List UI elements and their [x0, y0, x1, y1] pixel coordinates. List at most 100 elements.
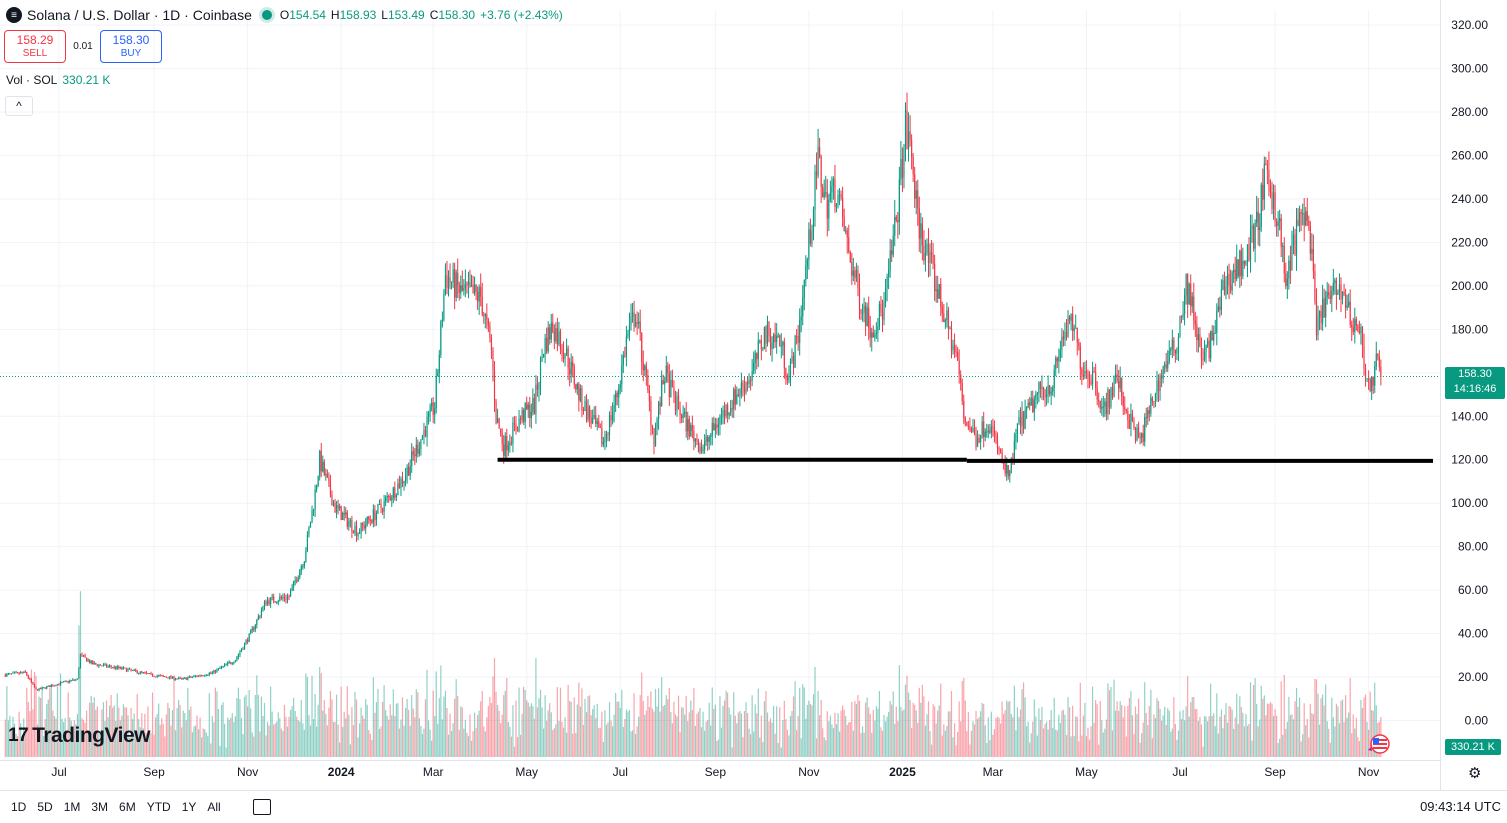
candle-body — [958, 360, 960, 375]
symbol-title[interactable]: Solana / U.S. Dollar · 1D · Coinbase — [27, 7, 252, 23]
candle-body — [999, 449, 1002, 452]
candle-body — [590, 417, 592, 424]
candle-body — [1062, 336, 1065, 340]
volume-bar — [414, 717, 416, 757]
gear-icon[interactable]: ⚙ — [1468, 765, 1482, 782]
buy-button[interactable]: 158.30 BUY — [100, 30, 162, 63]
candle-body — [1340, 284, 1342, 300]
candle-body — [1320, 310, 1322, 324]
timeframe-ytd[interactable]: YTD — [146, 800, 171, 814]
candle-body — [127, 669, 129, 672]
candle-body — [710, 435, 712, 437]
volume-bar — [395, 703, 397, 757]
timeframe-6m[interactable]: 6M — [119, 800, 136, 814]
volume-bar — [1073, 735, 1075, 757]
timeframe-all[interactable]: All — [207, 800, 221, 814]
candle-body — [1219, 306, 1221, 310]
sell-button[interactable]: 158.29 SELL — [4, 30, 66, 63]
volume-bar — [541, 707, 543, 757]
candle-body — [737, 394, 739, 396]
volume-bar — [469, 714, 471, 757]
candle-body — [976, 437, 979, 447]
volume-bar — [1355, 717, 1357, 757]
candle-body — [1068, 316, 1071, 321]
candle-body — [943, 313, 945, 323]
candle-body — [1280, 218, 1282, 247]
volume-bar — [679, 732, 681, 757]
volume-bar — [392, 689, 394, 757]
candle-body — [1234, 269, 1236, 279]
candle-body — [320, 451, 322, 472]
candle-body — [38, 688, 40, 691]
tradingview-logo[interactable]: 17 TradingView — [8, 724, 150, 748]
candle-body — [1371, 377, 1373, 391]
candle-body — [7, 673, 9, 675]
candle-body — [676, 395, 678, 411]
candle-body — [122, 667, 125, 670]
timeframe-1d[interactable]: 1D — [11, 800, 27, 814]
time-axis[interactable]: Jul Sep Nov 2024 Mar May Jul Sep Nov 2025 Mar May Ju… — [0, 760, 1440, 780]
candle-body — [1096, 387, 1098, 400]
candle-body — [1019, 416, 1022, 426]
candle-body — [452, 269, 454, 283]
candle-body — [1274, 192, 1276, 222]
volume-legend[interactable]: Vol · SOL 330.21 K — [6, 73, 110, 87]
volume-bar — [1039, 720, 1042, 757]
timeframe-5d[interactable]: 5D — [37, 800, 53, 814]
candle-body — [427, 412, 430, 417]
timeframe-1m[interactable]: 1M — [63, 800, 81, 814]
volume-bar — [506, 678, 508, 757]
volume-bar — [178, 700, 180, 757]
volume-bar — [305, 673, 307, 757]
volume-bar — [1252, 684, 1255, 757]
volume-bar — [268, 725, 270, 757]
candle-body — [512, 422, 514, 444]
volume-bar — [639, 695, 641, 757]
candle-body — [1144, 417, 1146, 442]
price-axis[interactable]: 0.0020.0040.0060.0080.00100.00120.00140.… — [1440, 0, 1489, 790]
candle-body — [1191, 296, 1193, 307]
volume-bar — [487, 705, 489, 757]
candle-body — [555, 328, 557, 342]
candle-body — [679, 408, 681, 416]
volume-bar — [41, 686, 43, 757]
us-flag-event-icon[interactable] — [1367, 734, 1391, 754]
collapse-legend-button[interactable]: ^ — [5, 96, 33, 116]
volume-bar — [1093, 722, 1095, 757]
candle-body — [611, 412, 614, 421]
candle-body — [742, 382, 744, 388]
volume-bar — [857, 695, 859, 757]
volume-bar — [1004, 710, 1006, 757]
candle-body — [440, 321, 442, 355]
candle-body — [265, 601, 267, 605]
candle-body — [874, 334, 876, 338]
volume-bar — [976, 718, 979, 757]
volume-bar — [1260, 685, 1262, 757]
volume-bar — [141, 713, 143, 757]
timeframe-3m[interactable]: 3M — [91, 800, 109, 814]
volume-bar — [650, 691, 652, 757]
volume-bar — [788, 735, 790, 757]
volume-bar — [1280, 681, 1282, 757]
candle-body — [460, 285, 462, 294]
volume-bar — [604, 710, 606, 757]
candle-body — [423, 429, 425, 436]
calendar-icon[interactable] — [252, 799, 271, 815]
candle-body — [306, 534, 309, 552]
volume-bar — [869, 713, 871, 757]
volume-bar — [225, 747, 227, 757]
utc-clock[interactable]: 09:43:14 UTC — [1420, 799, 1501, 814]
candle-body — [1245, 261, 1247, 265]
volume-bar — [122, 704, 125, 757]
candle-body — [1275, 221, 1278, 227]
volume-bar — [570, 701, 572, 757]
candle-body — [953, 345, 956, 352]
candle-body — [1010, 458, 1012, 470]
volume-bar — [750, 734, 752, 757]
volume-bar — [1137, 698, 1140, 757]
candle-body — [564, 355, 566, 359]
candle-body — [604, 438, 606, 442]
timeframe-1y[interactable]: 1Y — [181, 800, 197, 814]
candle-body — [722, 410, 724, 417]
